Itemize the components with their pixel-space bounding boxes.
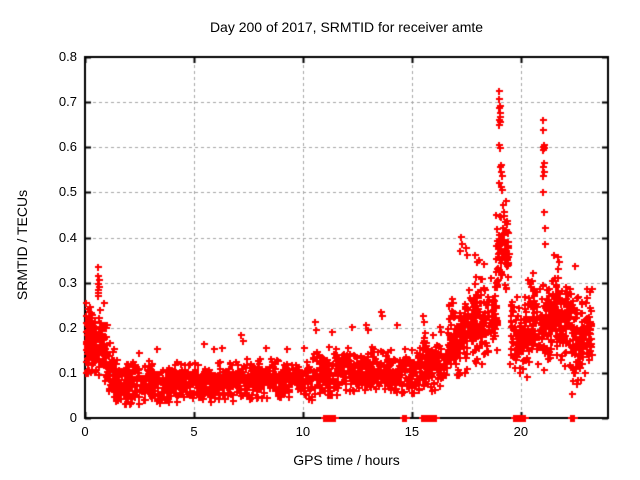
x-tick-label: 20 — [513, 424, 529, 439]
chart-title: Day 200 of 2017, SRMTID for receiver amt… — [209, 19, 484, 35]
y-tick-label: 0.7 — [58, 94, 77, 110]
x-tick-label: 10 — [295, 424, 311, 439]
y-tick-label: 0.4 — [58, 229, 77, 245]
y-tick-label: 0 — [69, 410, 77, 425]
x-tick-label: 15 — [404, 424, 420, 439]
x-axis-label: GPS time / hours — [293, 452, 400, 468]
y-tick-label: 0.6 — [58, 139, 77, 155]
y-tick-label: 0.1 — [58, 364, 77, 380]
x-tick-label: 5 — [190, 424, 198, 439]
y-tick-label: 0.2 — [58, 319, 77, 335]
y-axis-label: SRMTID / TECUs — [14, 189, 30, 301]
y-tick-label: 0.3 — [58, 274, 77, 290]
y-tick-label: 0.8 — [58, 49, 77, 64]
x-tick-label: 0 — [81, 424, 89, 439]
y-tick-label: 0.5 — [58, 184, 77, 200]
